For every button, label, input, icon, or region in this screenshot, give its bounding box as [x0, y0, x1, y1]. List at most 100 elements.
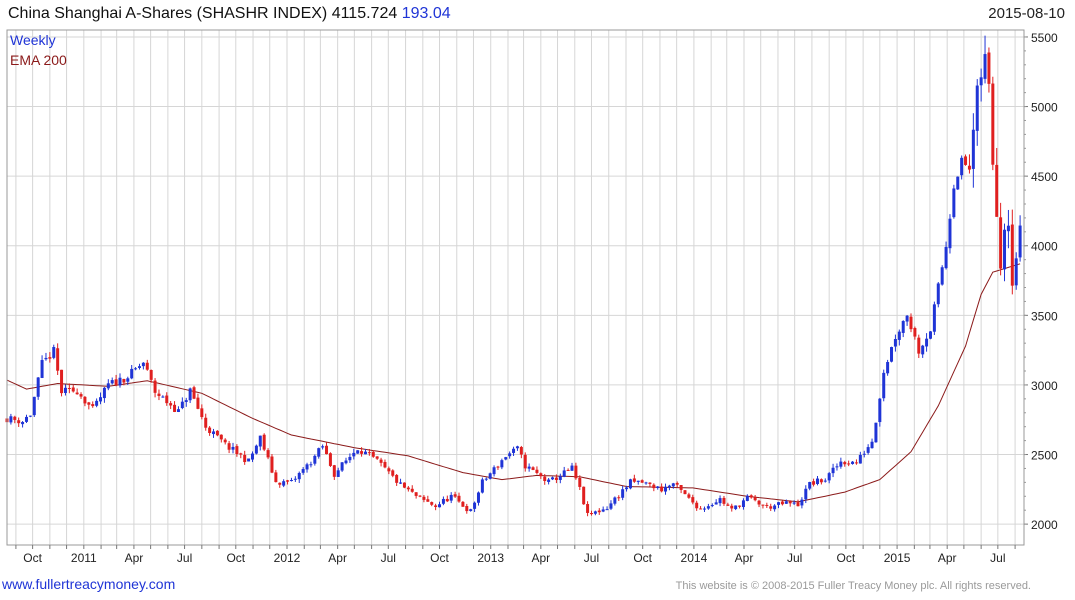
candle [586, 501, 590, 517]
candle-body [165, 395, 169, 404]
candle [60, 369, 64, 397]
grid-lines [7, 30, 1024, 545]
candle-body [141, 362, 145, 367]
candle [282, 479, 286, 488]
candle [726, 502, 730, 506]
candle-body [336, 470, 340, 477]
candle [387, 466, 391, 475]
candle-body [925, 338, 929, 347]
candle-body [87, 402, 91, 405]
candle-body [180, 401, 184, 409]
candle [500, 458, 504, 470]
candle [749, 494, 753, 499]
candle-body [757, 500, 761, 505]
y-tick-label: 2500 [1031, 449, 1058, 463]
candle-body [449, 494, 453, 501]
candle-body [157, 393, 161, 397]
candle-body [60, 369, 64, 394]
candle [738, 505, 742, 509]
site-link[interactable]: www.fullertreacymoney.com [2, 576, 176, 592]
candle [940, 265, 944, 286]
legend-entry: Weekly [10, 32, 56, 48]
x-tick-label: Apr [531, 551, 550, 565]
candle-body [461, 501, 465, 507]
candle-body [63, 387, 67, 393]
candle [114, 374, 118, 387]
candle [496, 465, 500, 470]
candle-body [99, 397, 103, 402]
candle [621, 486, 625, 501]
candle [777, 501, 781, 509]
candle [1018, 215, 1022, 262]
candle [32, 396, 36, 418]
y-tick-label: 4500 [1031, 170, 1058, 184]
candle-body [847, 463, 851, 465]
candle-body [749, 495, 753, 498]
candle [371, 450, 375, 458]
x-tick-label: Apr [735, 551, 754, 565]
legend: Weekly EMA 200 [10, 32, 67, 68]
candle-body [780, 501, 784, 505]
candle [184, 397, 188, 407]
candle [971, 113, 975, 188]
candle [91, 401, 95, 408]
candle [835, 463, 839, 471]
candle-body [987, 52, 991, 84]
candle-body [426, 499, 430, 502]
x-tick-label: Oct [226, 551, 245, 565]
candle-body [332, 465, 336, 477]
x-tick-label: Jul [787, 551, 802, 565]
candle [593, 510, 597, 516]
x-tick-label: Apr [125, 551, 144, 565]
candle [613, 496, 617, 506]
candle-body [893, 338, 897, 347]
candle-body [979, 77, 983, 86]
candle [52, 344, 56, 360]
candle-body [367, 452, 371, 454]
candle [262, 433, 266, 452]
x-tick-label: 2012 [274, 551, 301, 565]
candle [609, 500, 613, 511]
candle [161, 395, 165, 398]
candle [570, 462, 574, 471]
candle-body [687, 494, 691, 498]
candle-body [13, 416, 17, 420]
candle-body [40, 360, 44, 378]
candle-body [36, 377, 40, 397]
candle [278, 482, 282, 488]
candle [831, 463, 835, 478]
y-tick-label: 4000 [1031, 240, 1058, 254]
candle-body [683, 490, 687, 495]
candle-body [512, 448, 516, 453]
candle [317, 447, 321, 459]
candle [28, 415, 32, 418]
candle-body [636, 480, 640, 482]
candle-body [628, 479, 632, 489]
candle [130, 364, 134, 380]
candle-body [605, 509, 609, 511]
candle-body [176, 409, 180, 412]
candle [492, 465, 496, 477]
candle [757, 499, 761, 508]
candle-body [531, 467, 535, 470]
candle [597, 508, 601, 515]
candle-body [161, 396, 165, 398]
candle [215, 430, 219, 437]
candle-body [734, 505, 738, 510]
candle-body [730, 505, 734, 509]
candle-body [975, 85, 979, 131]
candle [410, 485, 414, 493]
candle [562, 466, 566, 478]
candle-body [508, 453, 512, 457]
candle-body [293, 478, 297, 480]
candle-body [897, 331, 901, 340]
price-change: 193.04 [401, 5, 451, 22]
candle-body [699, 508, 703, 510]
candle [753, 495, 757, 502]
candle-body [765, 504, 769, 506]
candle-body [835, 466, 839, 468]
candle-body [714, 502, 718, 505]
candle-body [515, 446, 519, 449]
candle [979, 68, 983, 102]
candle [601, 506, 605, 513]
